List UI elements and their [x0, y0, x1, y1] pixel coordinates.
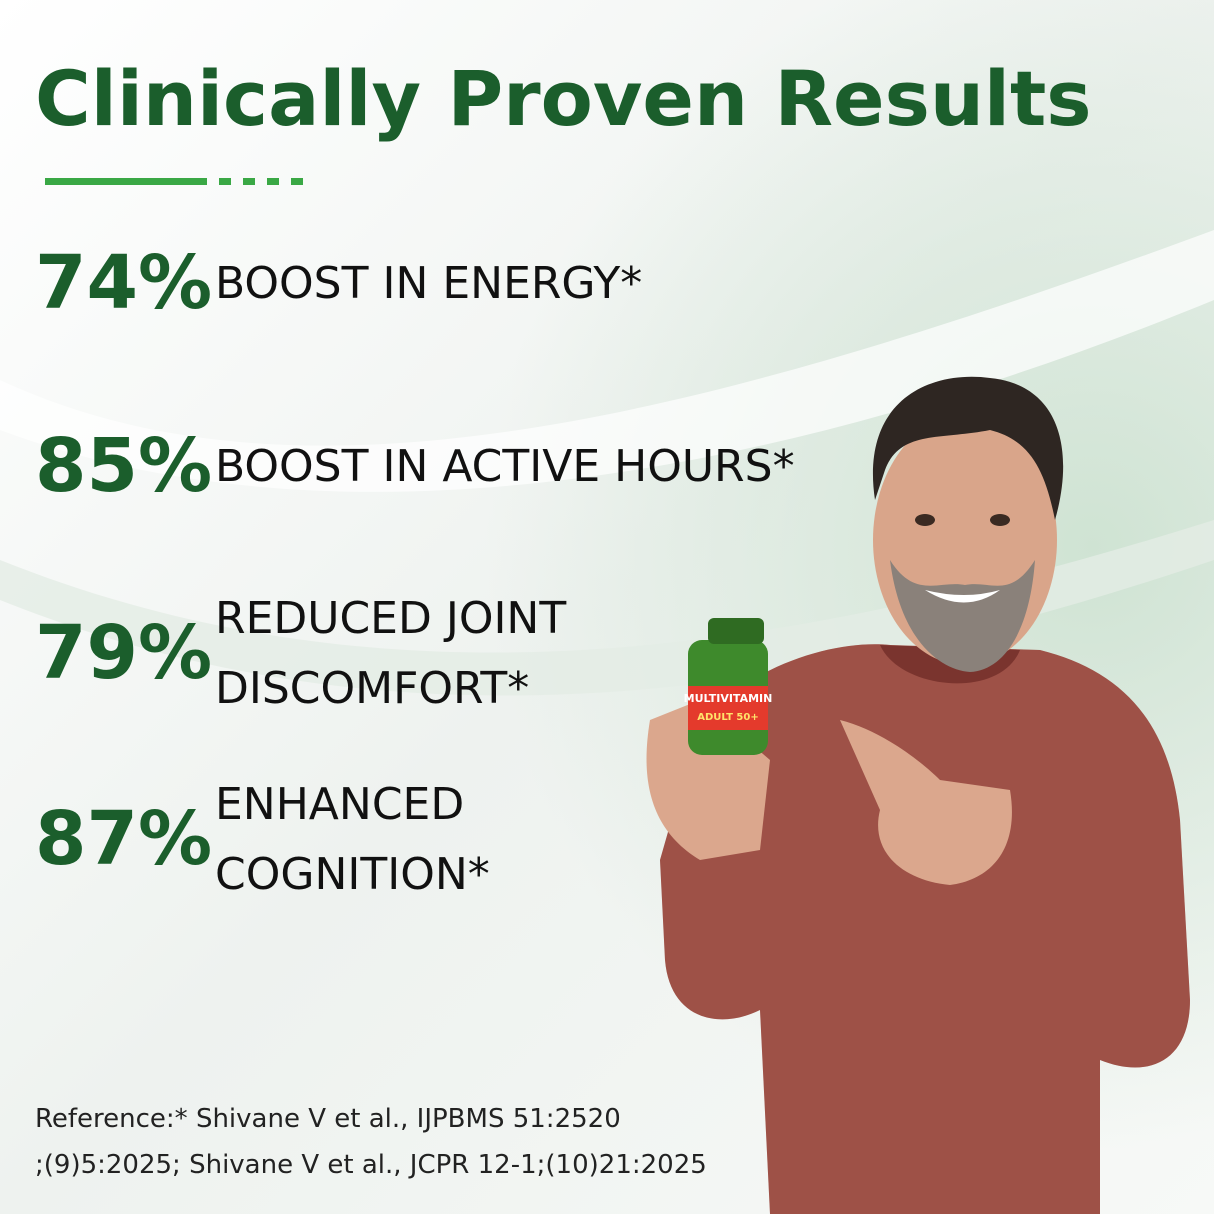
stat-label: REDUCED JOINT — [215, 593, 566, 644]
swoosh — [0, 230, 1214, 492]
stat-label: BOOST IN ACTIVE HOURS* — [215, 441, 795, 492]
divider — [45, 178, 207, 185]
stat-value: 74% — [35, 240, 212, 326]
stat-value: 85% — [35, 423, 212, 509]
reference-line: ;(9)5:2025; Shivane V et al., JCPR 12-1;… — [35, 1150, 707, 1180]
product-variant: ADULT 50+ — [697, 712, 758, 723]
reference-line: Reference:* Shivane V et al., IJPBMS 51:… — [35, 1104, 621, 1134]
stat-label: COGNITION* — [215, 849, 490, 900]
stat-value: 79% — [35, 610, 212, 696]
stat-label: DISCOMFORT* — [215, 663, 529, 714]
product-name: MULTIVITAMIN — [684, 692, 773, 705]
divider-dots — [219, 178, 303, 185]
stat-value: 87% — [35, 796, 212, 882]
title: Clinically Proven Results — [35, 54, 1092, 143]
person: MULTIVITAMIN ADULT 50+ — [646, 376, 1190, 1214]
stat-label: ENHANCED — [215, 779, 464, 830]
stats: 74% BOOST IN ENERGY* 85% BOOST IN ACTIVE HO… — [35, 240, 795, 900]
stat-label: BOOST IN ENERGY* — [215, 258, 642, 309]
swoosh — [0, 520, 1214, 696]
